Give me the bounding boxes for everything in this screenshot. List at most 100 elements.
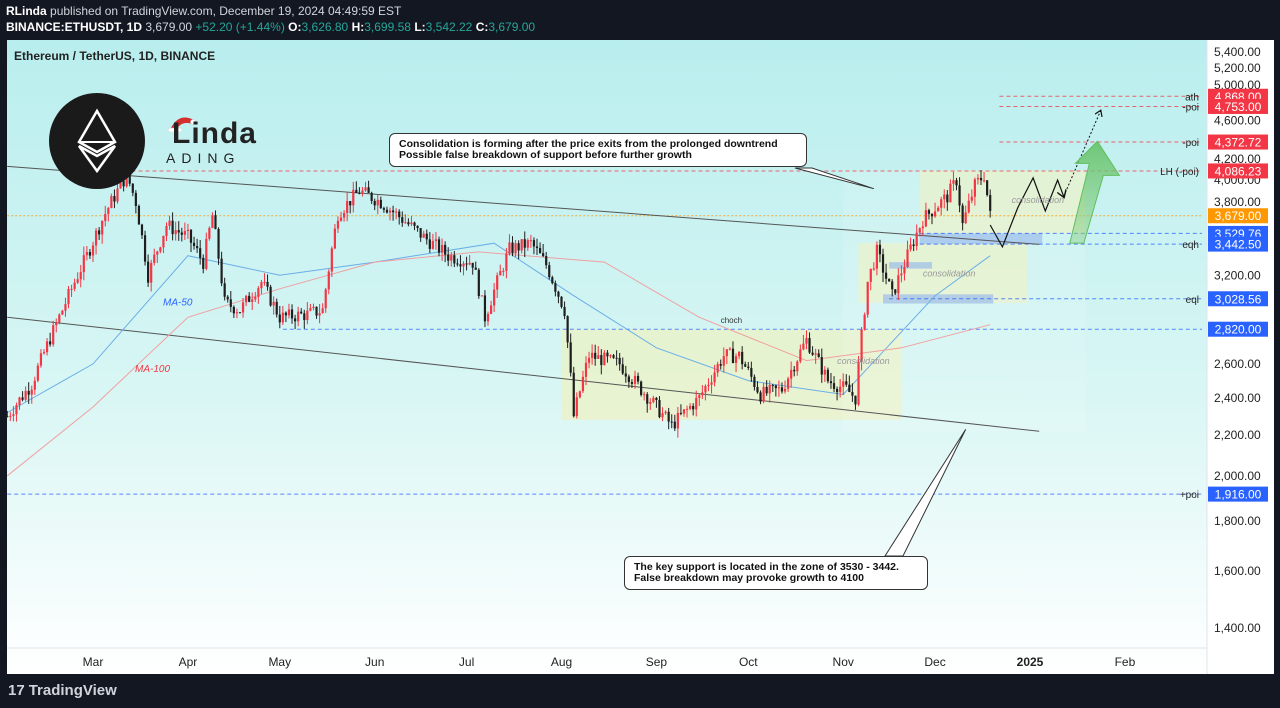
- candle-body: [526, 240, 529, 248]
- candle-body: [759, 392, 762, 402]
- candle-body: [260, 282, 263, 289]
- chart-title: Ethereum / TetherUS, 1D, BINANCE: [14, 49, 216, 63]
- candle-body: [786, 378, 790, 389]
- candle-body: [147, 261, 150, 283]
- candle-body: [9, 415, 12, 417]
- santa-hat-icon: [167, 114, 196, 133]
- price-tag: [1208, 486, 1268, 502]
- candle-body: [352, 189, 355, 206]
- candle-body: [297, 311, 300, 322]
- candle-body: [30, 389, 33, 395]
- candle-body: [493, 289, 496, 306]
- candle-body: [866, 281, 869, 315]
- publisher-name[interactable]: RLinda: [6, 4, 47, 18]
- candle-body: [594, 352, 597, 359]
- candle-body: [238, 312, 242, 314]
- candle-body: [73, 282, 76, 289]
- candle-body: [741, 351, 744, 365]
- candle-body: [85, 252, 88, 256]
- candle-body: [321, 308, 324, 314]
- candle-body: [245, 295, 248, 303]
- annotation-support: The key support is located in the zone o…: [624, 556, 928, 590]
- candle-body: [440, 244, 444, 253]
- candle-body: [930, 213, 934, 217]
- candle-body: [113, 196, 116, 202]
- candle-body: [186, 229, 190, 232]
- candle-body: [976, 177, 980, 180]
- candle-body: [986, 180, 989, 196]
- candle-body: [290, 309, 294, 319]
- candle-body: [428, 239, 431, 249]
- candle-body: [67, 289, 70, 305]
- annotation-line: False breakdown may provoke growth to 41…: [634, 572, 864, 584]
- candle-body: [407, 222, 410, 225]
- x-tick-label: May: [268, 655, 291, 669]
- candle-body: [673, 421, 676, 429]
- candle-body: [21, 397, 24, 400]
- price-tag: [1208, 98, 1268, 114]
- candle-body: [679, 412, 683, 414]
- candle-body: [382, 208, 385, 210]
- high-label: H:: [351, 20, 365, 34]
- symbol-label[interactable]: BINANCE:ETHUSDT, 1D: [6, 20, 143, 34]
- candle-body: [946, 194, 949, 203]
- candle-body: [211, 215, 214, 228]
- candle-body: [842, 381, 845, 387]
- candle-body: [927, 210, 931, 214]
- candle-body: [263, 281, 266, 283]
- candle-body: [18, 397, 21, 406]
- candle-body: [58, 314, 61, 323]
- candle-body: [477, 269, 480, 297]
- candle-body: [303, 313, 306, 321]
- candle-body: [658, 400, 661, 418]
- y-tick-label: 2,600.00: [1214, 357, 1261, 371]
- candle-body: [101, 220, 104, 235]
- y-tick-label: 1,800.00: [1214, 514, 1261, 528]
- candle-body: [891, 281, 894, 290]
- candle-body: [771, 384, 774, 386]
- candle-body: [814, 353, 817, 355]
- projection-path: [989, 176, 1063, 249]
- price-tag-label: 4,086.23: [1215, 164, 1262, 178]
- candle-body: [293, 318, 297, 322]
- candle-body: [609, 355, 612, 357]
- projection-dotted-path: [1063, 111, 1101, 197]
- candle-body: [796, 361, 799, 372]
- x-tick-label: Oct: [739, 655, 758, 669]
- candle-body: [897, 275, 900, 294]
- x-tick-label: Jul: [459, 655, 474, 669]
- candle-body: [805, 338, 808, 344]
- candle-body: [940, 199, 943, 208]
- candle-body: [817, 353, 820, 358]
- candle-body: [872, 268, 875, 270]
- candle-body: [627, 376, 630, 383]
- candle-body: [575, 397, 578, 417]
- projection-area: [843, 170, 1086, 432]
- candle-body: [967, 200, 970, 213]
- candle-body: [150, 262, 153, 283]
- candle-body: [511, 242, 514, 254]
- price-tag: [1208, 321, 1268, 337]
- candle-body: [355, 189, 358, 193]
- candle-body: [903, 267, 906, 274]
- candle-body: [232, 306, 235, 314]
- candle-body: [707, 384, 710, 387]
- candle-body: [915, 232, 918, 247]
- candle-body: [646, 394, 649, 404]
- candle-body: [459, 264, 462, 267]
- tradingview-logo[interactable]: 17 TradingView: [8, 682, 117, 699]
- candle-body: [223, 283, 226, 297]
- candle-body: [404, 222, 407, 224]
- candle-body: [835, 388, 839, 393]
- candle-body: [578, 391, 581, 398]
- candle-body: [597, 355, 600, 359]
- candle-body: [667, 411, 670, 422]
- candle-body: [306, 310, 309, 321]
- candle-body: [569, 342, 572, 373]
- candle-body: [900, 273, 903, 276]
- candle-body: [468, 262, 471, 265]
- candle-body: [248, 295, 251, 302]
- candle-body: [952, 180, 955, 184]
- growth-arrow-icon: [1069, 140, 1121, 244]
- candle-body: [128, 169, 131, 184]
